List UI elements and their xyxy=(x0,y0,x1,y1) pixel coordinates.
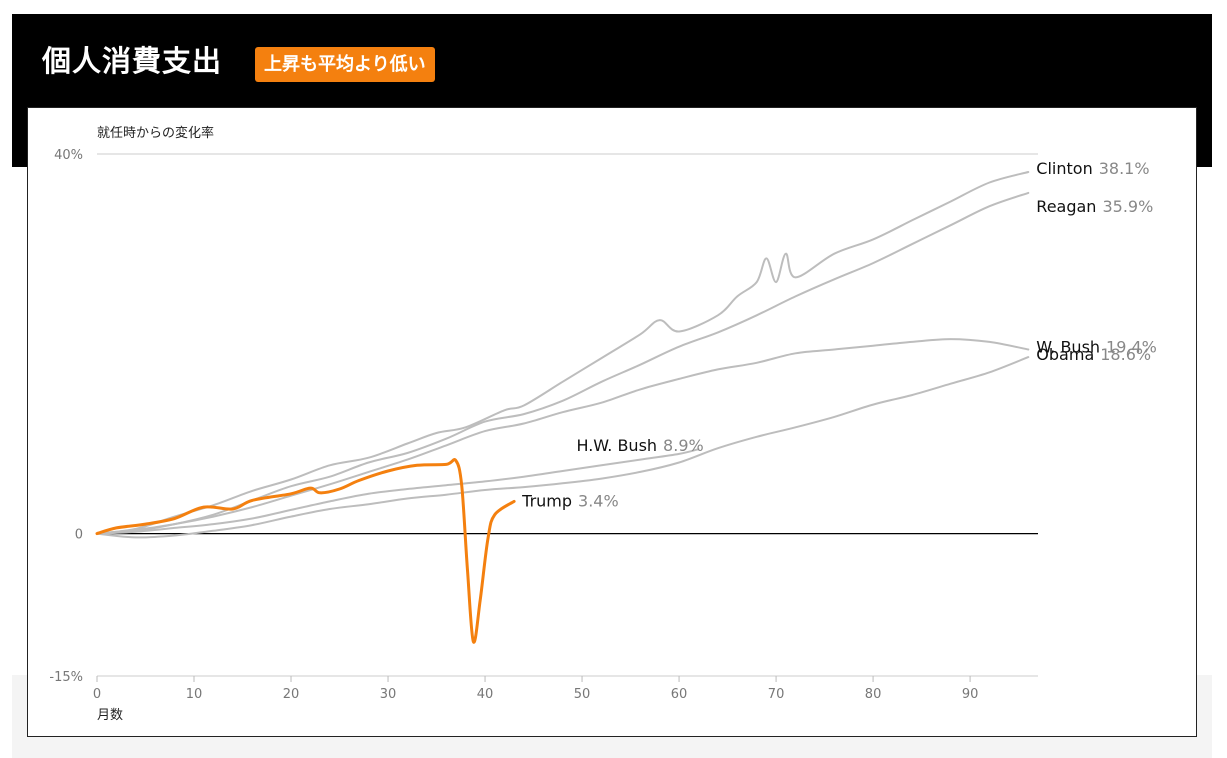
series-line-h-w-bush xyxy=(96,448,700,535)
series-name: Reagan xyxy=(1036,197,1096,216)
x-tick-label: 90 xyxy=(962,687,979,702)
x-tick-label: 50 xyxy=(574,687,591,702)
y-axis-title: 就任時からの変化率 xyxy=(97,125,214,141)
series-value: 18.6% xyxy=(1100,345,1151,364)
x-tick-label: 70 xyxy=(768,687,785,702)
series-label-trump: Trump 3.4% xyxy=(521,491,619,510)
x-tick-label: 0 xyxy=(93,687,101,702)
series-value: 8.9% xyxy=(663,436,704,455)
series-label-h-w-bush: H.W. Bush 8.9% xyxy=(576,436,703,455)
series-line-trump xyxy=(95,458,516,644)
x-tick-label: 30 xyxy=(380,687,397,702)
x-axis-title: 月数 xyxy=(97,708,123,723)
series-value: 19.4% xyxy=(1106,338,1157,357)
series-name: H.W. Bush xyxy=(576,436,657,455)
series-value: 35.9% xyxy=(1102,197,1153,216)
chart-panel xyxy=(27,107,1197,737)
y-tick-label: 40% xyxy=(54,148,83,163)
y-tick-label: -15% xyxy=(49,670,83,685)
series-value: 3.4% xyxy=(578,491,619,510)
series-label-obama: Obama 18.6% xyxy=(1036,345,1151,364)
series-line-obama xyxy=(96,356,1030,539)
x-tick-label: 10 xyxy=(186,687,203,702)
page-title: 個人消費支出 xyxy=(42,44,223,78)
y-tick-label: 0 xyxy=(75,528,83,543)
series-name: Obama xyxy=(1036,345,1094,364)
series-label-reagan: Reagan 35.9% xyxy=(1036,197,1153,216)
series-name: Trump xyxy=(521,491,572,510)
grid-layer xyxy=(97,153,1038,677)
series-name: Clinton xyxy=(1036,159,1092,178)
series-layer xyxy=(95,171,1030,644)
series-line-w-bush xyxy=(96,338,1030,535)
axes-layer: 就任時からの変化率 月数 40% 0 -15% 0 10 20 30 40 50 60 70 80 90 xyxy=(49,125,978,723)
series-label-w-bush: W. Bush 19.4% xyxy=(1036,338,1157,357)
x-tick-label: 80 xyxy=(865,687,882,702)
series-value: 38.1% xyxy=(1099,159,1150,178)
series-label-clinton: Clinton 38.1% xyxy=(1036,159,1149,178)
series-label-layer: Clinton 38.1%Reagan 35.9%W. Bush 19.4%Obama… xyxy=(521,159,1157,510)
x-tick-label: 60 xyxy=(671,687,688,702)
x-tick-label: 20 xyxy=(283,687,300,702)
series-line-clinton xyxy=(96,171,1030,535)
subtitle-badge: 上昇も平均より低い xyxy=(255,47,435,82)
series-name: W. Bush xyxy=(1036,338,1100,357)
x-tick-label: 40 xyxy=(477,687,494,702)
